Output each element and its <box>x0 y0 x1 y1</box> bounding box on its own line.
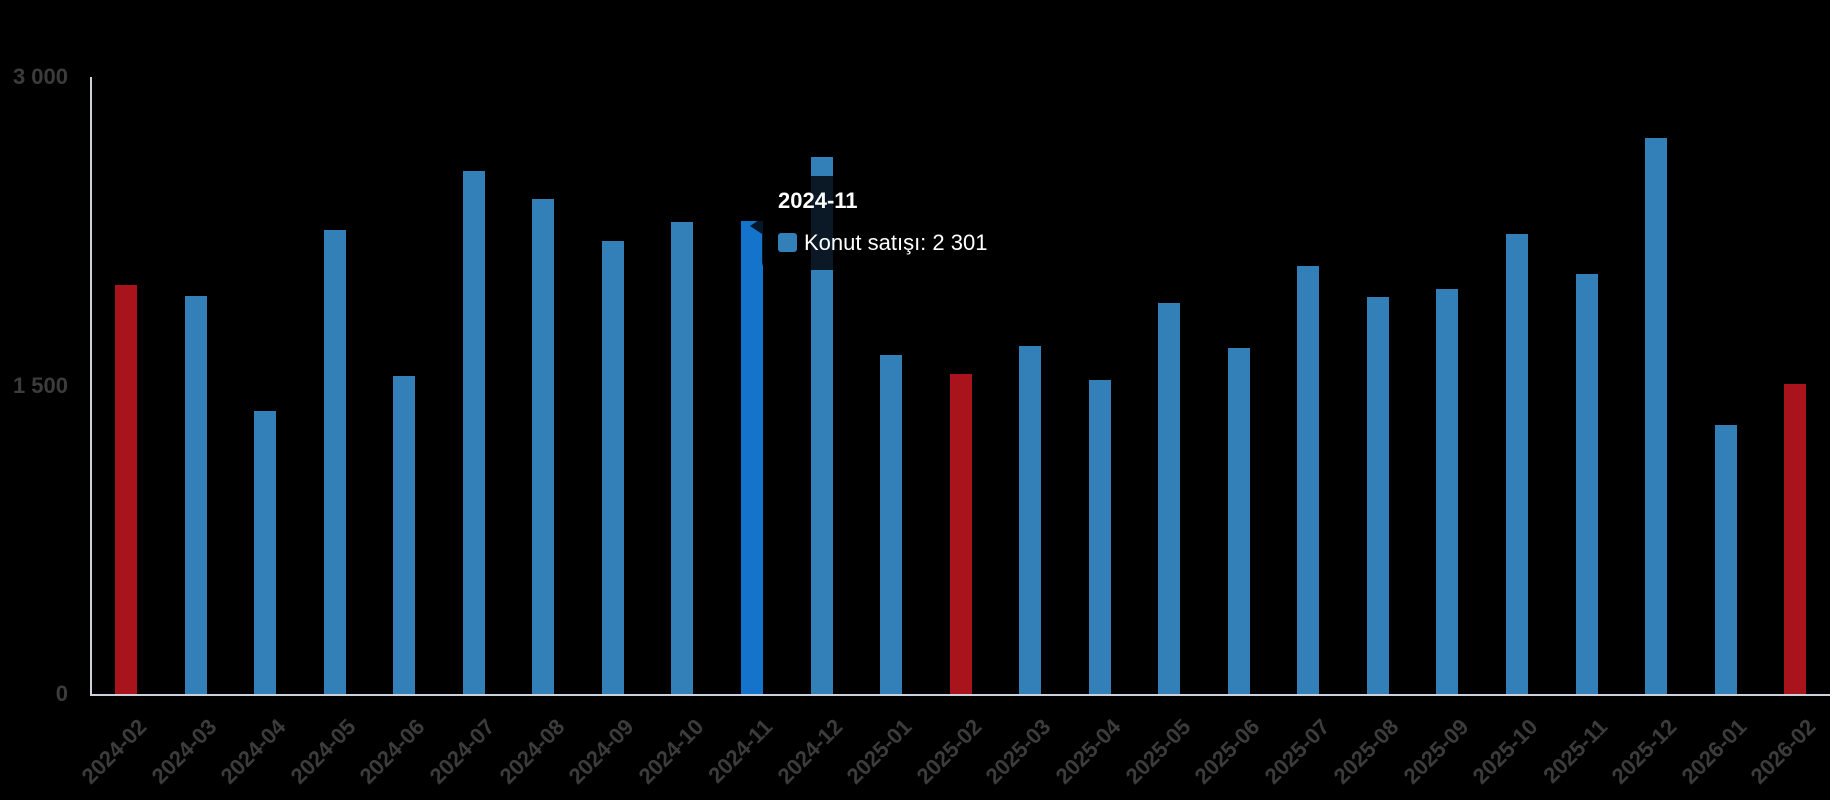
tooltip-row: Konut satışı: 2 301 <box>778 230 987 255</box>
bar-2025-01[interactable] <box>880 355 903 694</box>
bar-2025-08[interactable] <box>1366 296 1389 694</box>
x-axis-label: 2025-10 <box>1467 714 1543 789</box>
x-axis-label: 2025-02 <box>911 714 987 789</box>
bar-2024-06[interactable] <box>393 376 416 694</box>
tooltip-series-value: Konut satışı: 2 301 <box>804 230 988 255</box>
bar-2026-02[interactable] <box>1784 384 1807 694</box>
x-axis-label: 2024-07 <box>424 714 500 789</box>
bar-2025-06[interactable] <box>1227 348 1250 694</box>
y-axis-tick-label: 0 <box>55 681 68 706</box>
x-axis-label: 2024-02 <box>76 714 152 789</box>
tooltip: 2024-11 Konut satışı: 2 301 <box>750 176 1020 270</box>
bar-2025-09[interactable] <box>1436 289 1459 694</box>
x-axis-label: 2024-09 <box>563 714 639 789</box>
bar-2024-03[interactable] <box>184 295 207 694</box>
bar-2024-07[interactable] <box>462 171 485 694</box>
tooltip-callout-arrow <box>750 218 762 234</box>
y-axis-tick-label: 1 500 <box>12 372 68 398</box>
x-axis-line <box>90 694 1830 696</box>
bar-2024-10[interactable] <box>671 221 694 694</box>
bar-2024-02[interactable] <box>115 284 138 694</box>
x-axis-label: 2024-04 <box>216 714 291 789</box>
bar-2024-09[interactable] <box>601 240 624 694</box>
x-axis-label: 2025-08 <box>1328 714 1404 789</box>
x-axis-label: 2025-06 <box>1189 714 1265 789</box>
x-axis-label: 2025-12 <box>1607 714 1682 789</box>
x-axis-label: 2024-11 <box>703 714 778 788</box>
x-axis-label: 2024-06 <box>355 714 430 789</box>
y-axis-tick-label: 3 000 <box>12 64 68 89</box>
x-axis-label: 2025-07 <box>1259 714 1335 789</box>
tooltip-title: 2024-11 <box>778 188 858 213</box>
x-axis-label: 2025-04 <box>1050 714 1126 789</box>
x-axis-label: 2025-03 <box>981 714 1056 789</box>
x-axis-label: 2024-05 <box>285 714 361 789</box>
bar-2025-07[interactable] <box>1297 265 1320 694</box>
bar-2025-12[interactable] <box>1645 138 1668 694</box>
bar-2025-05[interactable] <box>1158 302 1181 694</box>
x-axis-label: 2025-05 <box>1120 714 1195 789</box>
bar-2024-08[interactable] <box>532 199 555 694</box>
y-axis-line <box>90 77 93 696</box>
x-axis-label: 2024-12 <box>772 714 848 789</box>
bar-2024-05[interactable] <box>323 230 346 694</box>
bar-2025-03[interactable] <box>1019 346 1042 694</box>
bar-2024-11[interactable] <box>740 220 763 694</box>
x-axis-label: 2025-01 <box>841 714 917 789</box>
bar-2025-02[interactable] <box>949 374 972 694</box>
bar-2024-04[interactable] <box>254 411 277 694</box>
x-axis-label: 2024-03 <box>146 714 222 789</box>
x-axis-label: 2024-10 <box>633 714 709 789</box>
x-axis-label: 2026-02 <box>1746 714 1821 789</box>
bar-2025-04[interactable] <box>1088 379 1111 694</box>
bar-2025-10[interactable] <box>1506 234 1529 694</box>
x-axis-label: 2025-09 <box>1398 714 1474 789</box>
x-axis-label: 2026-01 <box>1676 714 1752 789</box>
bar-2026-01[interactable] <box>1714 425 1737 694</box>
bar-2024-12[interactable] <box>810 156 833 694</box>
x-axis-label: 2025-11 <box>1538 714 1613 788</box>
x-axis-label: 2024-08 <box>494 714 570 789</box>
bar-2025-11[interactable] <box>1575 274 1598 694</box>
series-swatch-icon <box>778 233 797 252</box>
